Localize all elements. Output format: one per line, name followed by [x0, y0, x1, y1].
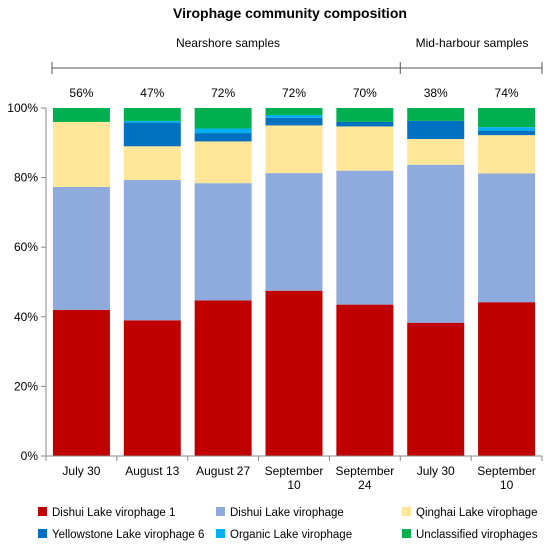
- bar-segment-5: [265, 114, 323, 118]
- legend-swatch: [38, 507, 47, 516]
- bar-segment-1: [336, 304, 394, 456]
- legend-label: Unclassified virophages: [416, 529, 538, 541]
- bar-segment-4: [194, 133, 252, 142]
- bar-segment-1: [123, 320, 181, 456]
- x-tick-label: 24: [358, 478, 372, 492]
- x-tick-label: 10: [287, 478, 301, 492]
- y-tick-label: 40%: [14, 310, 38, 324]
- bar-segment-3: [194, 141, 252, 184]
- bar-segment-2: [52, 186, 110, 310]
- x-tick-label: September: [265, 464, 324, 478]
- percent-label: 70%: [353, 86, 377, 100]
- x-tick-label: 10: [500, 478, 514, 492]
- bar-segment-5: [478, 127, 536, 131]
- group-label-mid-harbour: Mid-harbour samples: [416, 36, 529, 50]
- bar-segment-5: [194, 128, 252, 134]
- bar-segment-4: [407, 120, 465, 139]
- bar-segment-4: [478, 130, 536, 136]
- bar-segment-3: [336, 126, 394, 171]
- group-bracket: [51, 62, 543, 74]
- group-label-nearshore: Nearshore samples: [176, 36, 280, 50]
- percent-label: 72%: [211, 86, 235, 100]
- percent-labels: 56% 47% 72% 72% 70% 38% 74%: [69, 86, 518, 100]
- y-tick-label: 0%: [21, 449, 39, 463]
- legend-label: Dishui Lake virophage: [230, 507, 344, 519]
- y-tick-label: 100%: [7, 101, 38, 115]
- percent-label: 74%: [495, 86, 519, 100]
- x-tick-label: July 30: [417, 464, 455, 478]
- bar-segment-3: [123, 146, 181, 181]
- x-tick-label: August 27: [196, 464, 250, 478]
- bar-segment-2: [478, 173, 536, 303]
- bar-segment-6: [52, 108, 110, 122]
- y-tick-label: 20%: [14, 379, 38, 393]
- bar-segment-2: [194, 183, 252, 301]
- bar-segment-1: [194, 300, 252, 456]
- x-tick-label: August 13: [125, 464, 179, 478]
- percent-label: 38%: [424, 86, 448, 100]
- bar-segment-1: [265, 290, 323, 456]
- bar-segment-6: [478, 108, 536, 128]
- legend: Dishui Lake virophage 1 Dishui Lake virop…: [38, 507, 538, 541]
- x-tick-label: September: [336, 464, 395, 478]
- legend-swatch: [38, 529, 47, 538]
- bar-segment-2: [407, 164, 465, 323]
- x-tick-label: September: [477, 464, 536, 478]
- bar-segment-3: [52, 121, 110, 187]
- bar-segment-2: [265, 173, 323, 291]
- legend-swatch: [216, 507, 225, 516]
- bar-segment-2: [336, 170, 394, 305]
- bar-segment-1: [407, 322, 465, 456]
- y-tick-label: 80%: [14, 171, 38, 185]
- legend-label: Organic Lake virophage: [230, 529, 352, 541]
- bar-segment-1: [52, 309, 110, 456]
- bar-segment-1: [478, 302, 536, 456]
- bar-segment-3: [265, 125, 323, 174]
- chart-title: Virophage community composition: [173, 5, 407, 21]
- legend-swatch: [402, 529, 411, 538]
- bars-layer: [52, 108, 536, 456]
- bar-segment-4: [123, 122, 181, 147]
- bar-segment-6: [265, 108, 323, 115]
- y-axis: 0% 20% 40% 60% 80% 100%: [7, 101, 47, 463]
- bar-segment-6: [123, 108, 181, 121]
- bar-segment-3: [478, 135, 536, 174]
- x-tick-label: July 30: [62, 464, 100, 478]
- bar-segment-6: [336, 108, 394, 122]
- legend-label: Qinghai Lake virophage: [416, 507, 537, 519]
- bar-segment-3: [407, 138, 465, 165]
- bar-segment-4: [265, 117, 323, 126]
- bar-segment-5: [123, 120, 181, 123]
- legend-swatch: [216, 529, 225, 538]
- legend-label: Yellowstone Lake virophage 6: [52, 529, 204, 541]
- bar-segment-6: [407, 108, 465, 121]
- legend-label: Dishui Lake virophage 1: [52, 507, 175, 519]
- legend-swatch: [402, 507, 411, 516]
- percent-label: 56%: [69, 86, 93, 100]
- percent-label: 47%: [140, 86, 164, 100]
- percent-label: 72%: [282, 86, 306, 100]
- bar-segment-4: [336, 121, 394, 127]
- bar-segment-2: [123, 180, 181, 321]
- y-tick-label: 60%: [14, 240, 38, 254]
- x-axis: July 30 August 13 August 27 September10Sept…: [45, 455, 543, 492]
- bar-segment-6: [194, 108, 252, 129]
